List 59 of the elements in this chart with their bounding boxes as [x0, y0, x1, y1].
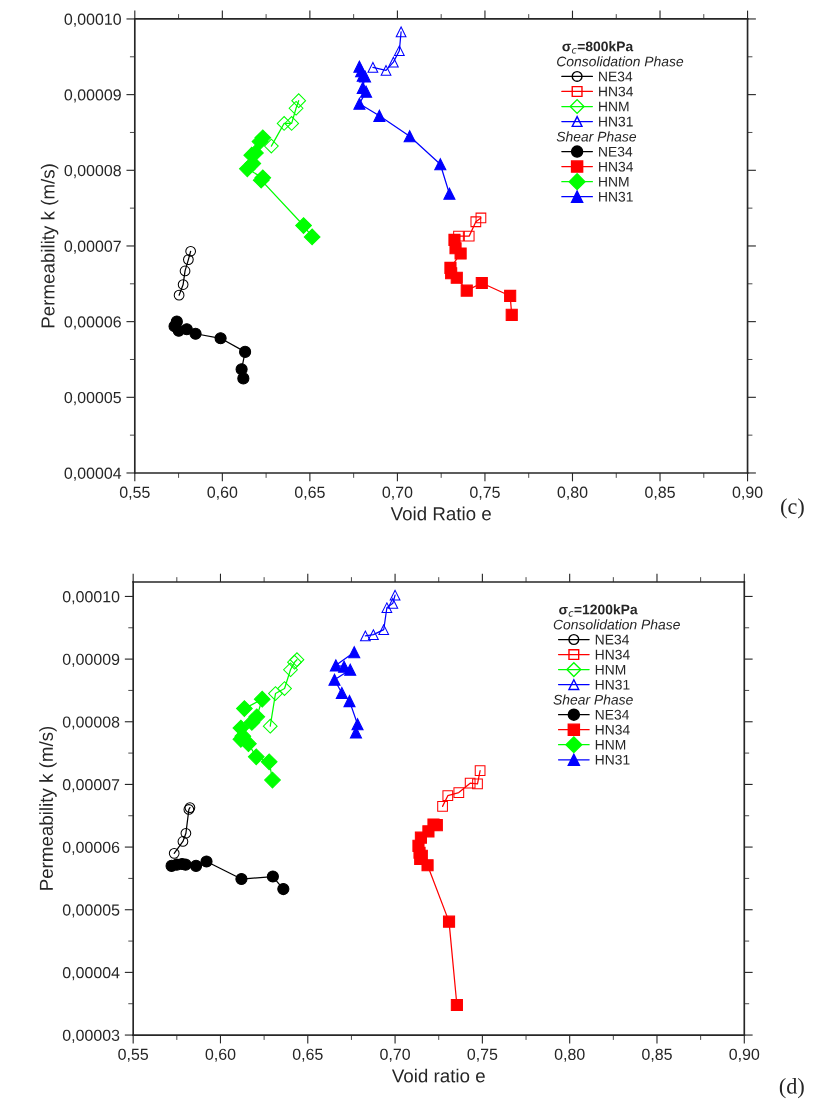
y-axis-title: Permeability k (m/s)	[39, 726, 57, 890]
y-tick-label: 0,00010	[64, 13, 121, 27]
text: (c)	[781, 498, 804, 519]
x-tick-label: 0,90	[732, 486, 763, 500]
legend-label: HN34	[595, 649, 630, 660]
legend-label: HN31	[595, 679, 630, 690]
y-tick-label: 0,00007	[64, 240, 121, 254]
x-tick-label: 0,85	[642, 1048, 672, 1062]
x-tick-label: 0,70	[380, 1048, 410, 1062]
x-tick-label: 0,80	[554, 1048, 585, 1062]
y-tick-label: 0,00006	[64, 316, 121, 330]
annotation: Shear Phase	[553, 694, 633, 705]
x-tick-label: 0,55	[119, 486, 150, 500]
text: (d)	[779, 1078, 804, 1099]
annotation: Consolidation Phase	[553, 619, 680, 630]
x-tick-label: 0,70	[382, 486, 413, 500]
x-tick-label: 0,75	[470, 486, 500, 500]
x-tick-label: 0,60	[205, 1048, 236, 1062]
y-tick-label: 0,00004	[64, 467, 122, 481]
legend-label: NE34	[595, 634, 630, 645]
legend-label: HNM	[599, 101, 629, 112]
legend-label: HN31	[599, 116, 633, 127]
y-tick-label: 0,00006	[62, 841, 120, 855]
y-tick-label: 0,00008	[64, 164, 121, 179]
x-tick-label: 0,90	[729, 1048, 760, 1062]
legend-title: σ$_{c}$=800kPa	[562, 41, 634, 54]
x-tick-label: 0,85	[645, 486, 675, 500]
legend-label: NE34	[599, 71, 633, 82]
x-tick-label: 0,55	[118, 1048, 149, 1062]
legend-label: HN34	[595, 724, 630, 735]
legend-label: HNM	[595, 740, 626, 750]
y-axis-title: Permeability k (m/s)	[40, 164, 59, 328]
legend-label: NE34	[599, 146, 633, 157]
y-tick-label: 0,00009	[62, 653, 120, 667]
annotation: Consolidation Phase	[557, 56, 684, 67]
y-tick-label: 0,00008	[62, 716, 120, 730]
y-tick-label: 0,00005	[62, 904, 120, 918]
legend-label: HNM	[599, 176, 629, 187]
legend-label: HN34	[599, 86, 634, 97]
x-axis-title: Void Ratio e	[390, 506, 491, 521]
legend-label: NE34	[595, 709, 630, 720]
x-axis-title: Void ratio e	[391, 1068, 485, 1083]
y-tick-label: 0,00003	[62, 1029, 120, 1043]
y-tick-label: 0,00005	[64, 391, 121, 406]
x-tick-label: 0,65	[294, 486, 325, 500]
x-tick-label: 0,60	[207, 486, 238, 500]
legend-title: σ$_{c}$=1200kPa	[559, 604, 638, 617]
x-tick-label: 0,75	[467, 1048, 498, 1062]
y-tick-label: 0,00007	[62, 779, 120, 793]
y-tick-label: 0,00009	[64, 89, 121, 103]
y-tick-label: 0,00010	[62, 591, 120, 605]
legend-label: HN31	[599, 191, 633, 202]
y-tick-label: 0,00004	[62, 967, 120, 981]
legend-label: HN31	[595, 754, 630, 765]
legend-label: HN34	[599, 161, 634, 172]
annotation: Shear Phase	[556, 131, 637, 142]
x-tick-label: 0,80	[557, 486, 588, 500]
legend-label: HNM	[595, 664, 626, 675]
x-tick-label: 0,65	[292, 1048, 323, 1062]
